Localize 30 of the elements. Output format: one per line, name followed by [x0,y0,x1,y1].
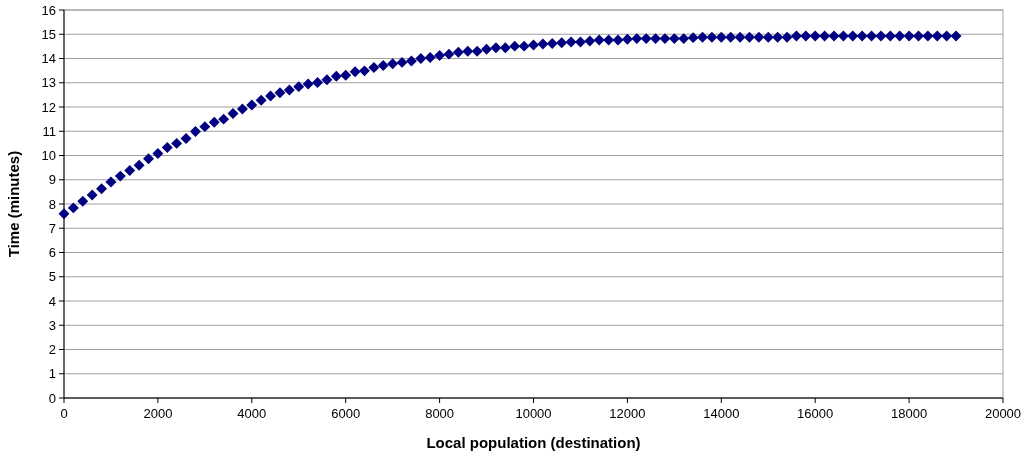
y-tick-label: 1 [48,366,56,382]
x-tick-label: 8000 [425,406,455,421]
x-tick-label: 20000 [984,406,1022,421]
y-tick-label: 6 [48,245,56,261]
y-tick-label: 8 [48,196,56,212]
y-tick-label: 16 [41,2,56,18]
y-tick-label: 4 [48,293,56,309]
y-tick-label: 11 [42,123,56,139]
y-tick-label: 10 [41,148,56,164]
y-tick-label: 5 [48,269,56,285]
y-tick-label: 13 [41,75,56,91]
x-tick-label: 18000 [891,406,928,421]
x-tick-label: 0 [60,406,68,421]
y-tick-label: 7 [48,220,56,236]
x-tick-label: 16000 [797,406,834,421]
y-tick-label: 15 [41,26,56,42]
x-tick-label: 2000 [143,406,173,421]
x-tick-label: 12000 [609,406,646,421]
x-tick-label: 4000 [237,406,267,421]
y-tick-label: 0 [48,390,56,406]
y-axis-title: Time (minutes) [5,150,22,258]
x-tick-label: 10000 [515,406,552,421]
y-tick-label: 14 [41,51,56,67]
x-tick-label: 14000 [703,406,740,421]
y-tick-label: 2 [48,342,56,358]
y-tick-label: 3 [48,317,56,333]
y-tick-label: 9 [48,172,56,188]
x-axis-title: Local population (destination) [426,434,641,451]
x-tick-label: 6000 [331,406,361,421]
y-tick-label: 12 [41,99,56,115]
